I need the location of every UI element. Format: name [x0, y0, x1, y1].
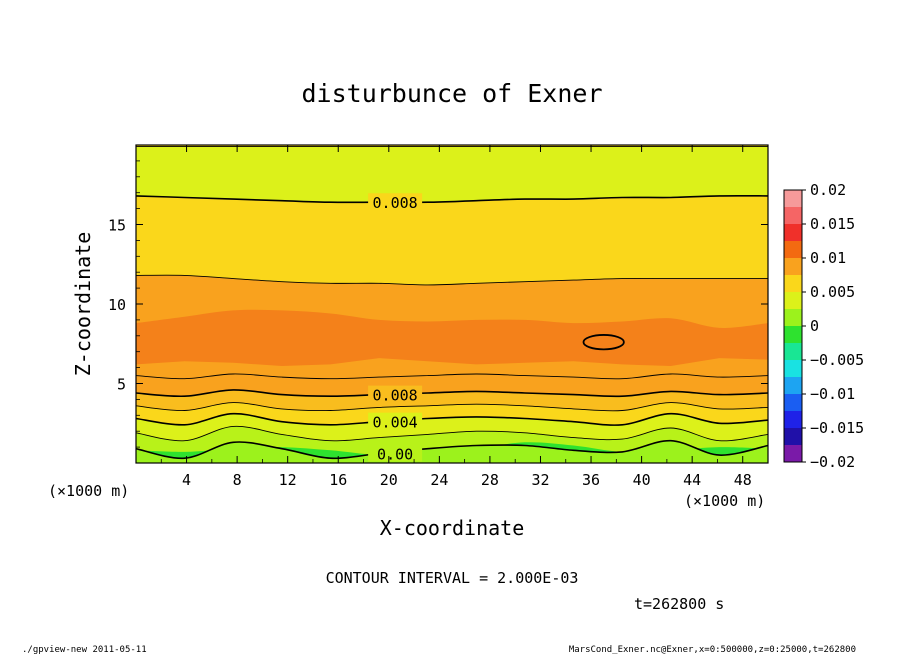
- x-axis-unit-right: (×1000 m): [684, 492, 765, 510]
- x-tick-label: 8: [233, 471, 242, 489]
- contour-line: [135, 439, 769, 460]
- contour-line: [135, 373, 769, 380]
- footer-left: ./gpview-new 2011-05-11: [22, 645, 147, 654]
- y-tick-label: 10: [108, 296, 126, 314]
- colorbar-segment: [784, 411, 802, 428]
- contour-label: 0.004: [373, 414, 418, 432]
- x-tick-label: 24: [430, 471, 448, 489]
- contour-label-bg: [368, 444, 423, 462]
- x-tick-label: 12: [279, 471, 297, 489]
- contour-label-bg: [368, 385, 423, 403]
- contour-label-bg: [368, 412, 423, 430]
- colorbar-tick-label: −0.015: [810, 419, 864, 437]
- x-tick-label: 20: [380, 471, 398, 489]
- colorbar-segment: [784, 343, 802, 360]
- contour-label-bg: [368, 193, 423, 211]
- contour-band: [136, 309, 768, 366]
- x-tick-label: 32: [531, 471, 549, 489]
- contour-line: [135, 274, 768, 286]
- contour-line: [135, 194, 769, 204]
- colorbar-segment: [784, 326, 802, 343]
- contour-line: [135, 389, 769, 398]
- contour-line: [135, 425, 769, 442]
- contour-line: [135, 402, 769, 412]
- colorbar-segment: [784, 207, 802, 224]
- colorbar: 0.02 0.015 0.01 0.005 0 −0.005 −0.01 −0.015 −0.0…: [783, 181, 864, 471]
- colorbar-tick-label: −0.02: [810, 453, 855, 471]
- colorbar-tick-label: 0.02: [810, 181, 846, 199]
- colorbar-segment: [784, 258, 802, 275]
- colorbar-segment: [784, 241, 802, 258]
- plot-area: 0.00 0.004 0.008 0.008: [135, 144, 769, 464]
- contour-label: 0.008: [373, 194, 418, 212]
- x-axis-unit-left: (×1000 m): [48, 482, 129, 500]
- colorbar-segment: [784, 360, 802, 377]
- contour-interval-text: CONTOUR INTERVAL = 2.000E-03: [326, 569, 579, 587]
- x-tick-label: 48: [734, 471, 752, 489]
- colorbar-segment: [784, 394, 802, 411]
- chart-title: disturbunce of Exner: [301, 79, 602, 108]
- colorbar-tick-label: −0.005: [810, 351, 864, 369]
- contour-label: 0.008: [373, 387, 418, 405]
- x-tick-label: 16: [329, 471, 347, 489]
- closed-contour: [582, 334, 625, 351]
- colorbar-segment: [784, 190, 802, 207]
- colorbar-segment: [784, 377, 802, 394]
- colorbar-tick-label: 0.01: [810, 249, 846, 267]
- colorbar-tick-label: 0: [810, 317, 819, 335]
- x-tick-label: 4: [182, 471, 191, 489]
- colorbar-tick-label: −0.01: [810, 385, 855, 403]
- y-axis-ticks: 5 10 15: [108, 160, 768, 448]
- colorbar-tick-label: 0.005: [810, 283, 855, 301]
- time-text: t=262800 s: [634, 595, 724, 613]
- x-axis-label: X-coordinate: [380, 516, 525, 540]
- colorbar-segment: [784, 428, 802, 445]
- x-axis-ticks: 4 8 12 16 20 24 28 32 36 40 44 48: [160, 145, 752, 489]
- colorbar-segment: [784, 275, 802, 292]
- x-tick-label: 44: [683, 471, 701, 489]
- colorbar-tick-label: 0.015: [810, 215, 855, 233]
- colorbar-segment: [784, 445, 802, 462]
- contour-label: 0.00: [377, 445, 413, 463]
- x-tick-label: 28: [481, 471, 499, 489]
- x-tick-label: 40: [633, 471, 651, 489]
- contour-band: [136, 440, 768, 463]
- colorbar-segment: [784, 292, 802, 309]
- colorbar-segment: [784, 224, 802, 241]
- y-tick-label: 15: [108, 217, 126, 235]
- x-tick-label: 36: [582, 471, 600, 489]
- footer-right: MarsCond_Exner.nc@Exner,x=0:500000,z=0:2…: [569, 645, 856, 654]
- y-tick-label: 5: [117, 376, 126, 394]
- y-axis-label: Z-coordinate: [71, 232, 95, 377]
- colorbar-segment: [784, 309, 802, 326]
- contour-line: [135, 412, 769, 426]
